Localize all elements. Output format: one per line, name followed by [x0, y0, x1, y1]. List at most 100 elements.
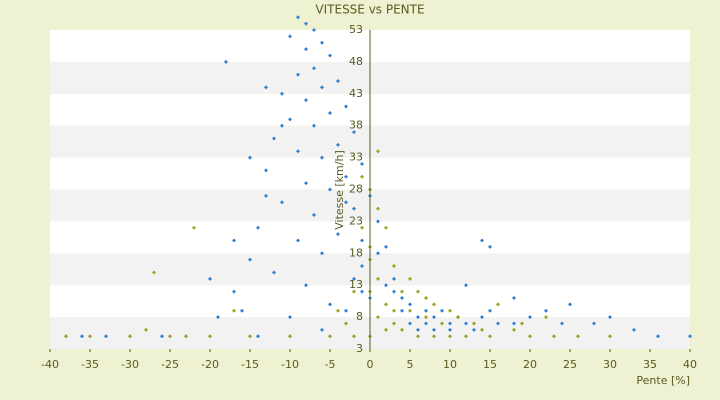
point	[472, 321, 476, 326]
point	[608, 334, 612, 339]
point	[544, 315, 548, 320]
point	[296, 15, 300, 20]
point	[352, 276, 356, 281]
x-tick-label: -40	[41, 358, 59, 371]
point	[456, 315, 460, 320]
x-tick-label: -15	[241, 358, 259, 371]
point	[472, 327, 476, 332]
point	[304, 181, 308, 186]
point	[400, 289, 404, 294]
point	[344, 308, 348, 313]
x-tick-label: 15	[483, 358, 497, 371]
y-tick-label: 13	[349, 278, 363, 291]
x-tick-label: -35	[81, 358, 99, 371]
x-tick-label: -20	[201, 358, 219, 371]
point	[448, 327, 452, 332]
point	[264, 168, 268, 173]
point	[328, 187, 332, 192]
point	[184, 334, 188, 339]
point	[568, 302, 572, 307]
point	[264, 85, 268, 90]
point	[344, 104, 348, 109]
point	[416, 327, 420, 332]
point	[352, 334, 356, 339]
x-tick-label: 20	[523, 358, 537, 371]
point	[256, 225, 260, 230]
point	[328, 110, 332, 115]
point	[384, 283, 388, 288]
point	[512, 295, 516, 300]
point	[296, 149, 300, 154]
point	[424, 308, 428, 313]
x-tick-label: -5	[325, 358, 336, 371]
point	[384, 327, 388, 332]
point	[280, 91, 284, 96]
point	[376, 149, 380, 154]
point	[344, 200, 348, 205]
point	[288, 34, 292, 39]
point	[336, 232, 340, 237]
point	[408, 276, 412, 281]
point	[320, 40, 324, 45]
y-tick-label: 43	[349, 87, 363, 100]
point	[336, 79, 340, 84]
point	[320, 251, 324, 256]
y-tick-label: 33	[349, 151, 363, 164]
x-tick-label: 30	[603, 358, 617, 371]
point	[248, 334, 252, 339]
point	[288, 315, 292, 320]
point	[576, 334, 580, 339]
point	[272, 136, 276, 141]
point	[232, 308, 236, 313]
point	[432, 302, 436, 307]
point	[592, 321, 596, 326]
y-tick-label: 3	[356, 342, 363, 355]
y-tick-label: 8	[356, 310, 363, 323]
x-tick-label: 25	[563, 358, 577, 371]
point	[480, 315, 484, 320]
point	[320, 155, 324, 160]
point	[360, 238, 364, 243]
point	[520, 321, 524, 326]
point	[304, 47, 308, 52]
point	[376, 315, 380, 320]
point	[488, 334, 492, 339]
point	[224, 59, 228, 64]
point	[296, 238, 300, 243]
point	[208, 276, 212, 281]
point	[464, 334, 468, 339]
point	[464, 321, 468, 326]
y-axis-label: Vitesse [km/h]	[333, 150, 346, 230]
point	[448, 334, 452, 339]
x-tick-label: -10	[281, 358, 299, 371]
point	[400, 295, 404, 300]
point	[240, 308, 244, 313]
point	[192, 225, 196, 230]
point	[344, 174, 348, 179]
point	[360, 289, 364, 294]
point	[360, 161, 364, 166]
point	[376, 276, 380, 281]
point	[608, 315, 612, 320]
point	[424, 315, 428, 320]
point	[552, 334, 556, 339]
point	[336, 142, 340, 147]
point	[144, 327, 148, 332]
point	[360, 225, 364, 230]
point	[312, 213, 316, 218]
point	[408, 321, 412, 326]
point	[544, 308, 548, 313]
point	[128, 334, 132, 339]
point	[448, 308, 452, 313]
point	[480, 238, 484, 243]
x-axis-label: Pente [%]	[636, 374, 690, 387]
point	[440, 321, 444, 326]
point	[272, 270, 276, 275]
point	[376, 206, 380, 211]
point	[208, 334, 212, 339]
point	[304, 98, 308, 103]
point	[320, 85, 324, 90]
point	[280, 123, 284, 128]
point	[360, 174, 364, 179]
